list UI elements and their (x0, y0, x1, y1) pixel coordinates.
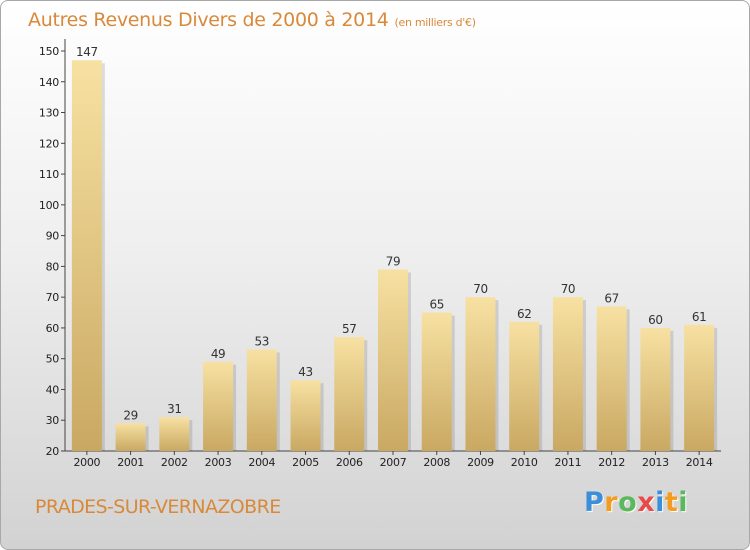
x-tick-label: 2004 (248, 456, 275, 469)
bar (115, 423, 146, 451)
bar-value-label: 79 (386, 254, 400, 268)
logo-letter: P (584, 487, 605, 518)
bar-value-label: 61 (692, 310, 706, 324)
bar-value-label: 67 (604, 291, 618, 305)
bar-value-label: 43 (298, 365, 312, 379)
x-tick-label: 2003 (205, 456, 232, 469)
bar (465, 297, 496, 451)
x-tick-label: 2009 (467, 456, 494, 469)
bar (71, 60, 102, 451)
bar (290, 380, 321, 451)
y-tick-label: 120 (39, 137, 59, 150)
x-tick-label: 2000 (73, 456, 100, 469)
logo-letter: i (678, 487, 689, 518)
x-tick-label: 2007 (380, 456, 407, 469)
bar-value-label: 147 (76, 45, 98, 59)
bar (596, 306, 627, 451)
bar-value-label: 29 (123, 408, 137, 422)
chart-title: Autres Revenus Divers de 2000 à 2014 (en … (28, 9, 476, 31)
proxiti-logo[interactable]: Proxiti (584, 487, 688, 518)
bar-value-label: 57 (342, 322, 356, 336)
x-tick-label: 2008 (423, 456, 450, 469)
logo-letter: o (618, 487, 638, 518)
y-tick-label: 90 (46, 230, 60, 243)
x-tick-label: 2010 (511, 456, 538, 469)
bar-value-label: 53 (255, 334, 269, 348)
bar (378, 269, 408, 451)
bar (334, 337, 365, 451)
y-tick-label: 20 (46, 445, 60, 458)
chart-title-text: Autres Revenus Divers de 2000 à 2014 (28, 9, 389, 31)
bar (552, 297, 583, 451)
chart-bars (71, 60, 718, 451)
bar-value-label: 49 (211, 347, 225, 361)
bar-value-label: 60 (648, 313, 662, 327)
bar (684, 324, 715, 451)
y-tick-label: 40 (46, 383, 60, 396)
y-tick-label: 70 (46, 291, 60, 304)
y-tick-label: 140 (39, 76, 59, 89)
logo-letter: i (655, 487, 665, 518)
bar (159, 417, 190, 451)
y-tick-label: 150 (39, 45, 59, 58)
y-tick-label: 110 (39, 168, 59, 181)
logo-letter: t (664, 487, 679, 518)
x-tick-label: 2001 (117, 456, 144, 469)
bar-value-label: 70 (473, 282, 487, 296)
y-tick-label: 130 (39, 107, 59, 120)
logo-letter: r (604, 487, 619, 518)
logo-letter: x (637, 487, 656, 518)
bar-value-label: 62 (517, 307, 531, 321)
x-tick-label: 2011 (555, 456, 582, 469)
bar (246, 349, 277, 451)
bar-value-label: 31 (167, 402, 181, 416)
x-tick-label: 2014 (686, 456, 713, 469)
commune-name: PRADES-SUR-VERNAZOBRE (35, 496, 281, 518)
bar (509, 321, 540, 451)
bar (421, 312, 452, 451)
y-tick-label: 50 (46, 353, 60, 366)
x-tick-label: 2012 (598, 456, 625, 469)
y-tick-label: 100 (39, 199, 59, 212)
x-tick-label: 2013 (642, 456, 669, 469)
y-tick-label: 30 (46, 414, 60, 427)
bar-value-label: 70 (561, 282, 575, 296)
bar-value-label: 65 (429, 298, 443, 312)
y-tick-label: 60 (46, 322, 60, 335)
x-tick-label: 2006 (336, 456, 363, 469)
bar (203, 361, 234, 451)
chart-value-labels: 147 29 31 49 53 43 57 79 65 70 62 70 67 60 61 (76, 45, 707, 422)
bar (640, 327, 671, 451)
x-tick-label: 2002 (161, 456, 188, 469)
y-tick-label: 80 (46, 260, 60, 273)
chart-subtitle: (en milliers d'€) (394, 16, 476, 29)
x-tick-label: 2005 (292, 456, 319, 469)
